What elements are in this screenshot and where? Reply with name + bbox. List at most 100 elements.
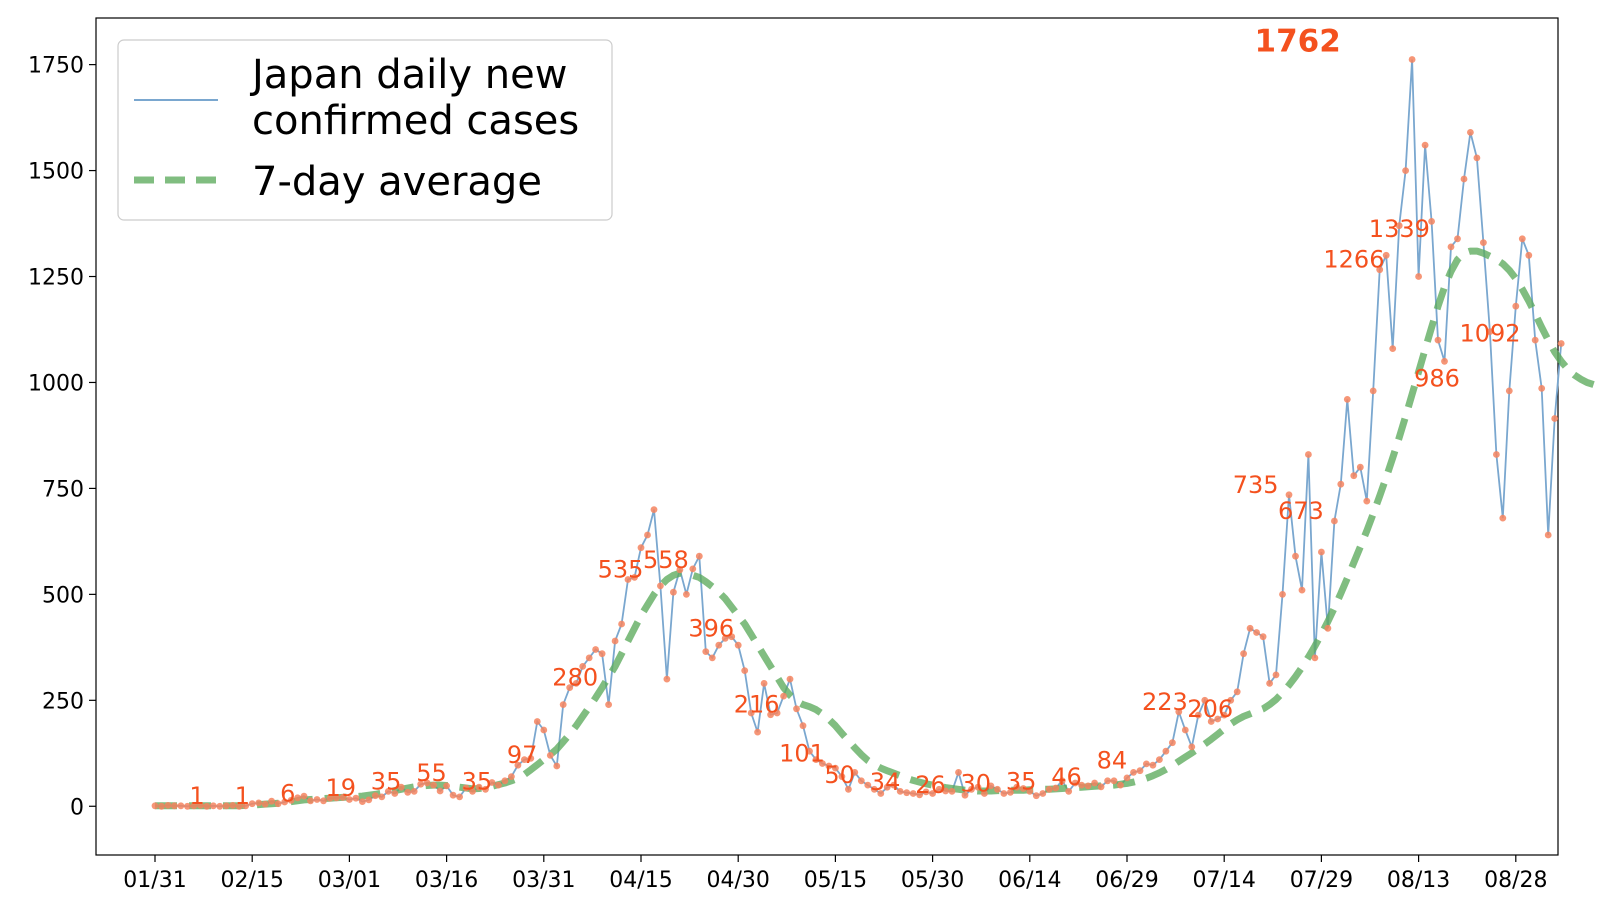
data-point [1201, 696, 1209, 704]
data-point [1389, 345, 1397, 352]
data-point [391, 790, 399, 797]
data-point [890, 781, 898, 789]
data-point [1531, 336, 1539, 344]
data-point [935, 785, 943, 793]
data-point [909, 790, 917, 797]
data-point [1331, 517, 1338, 525]
data-point [1538, 385, 1546, 392]
data-point [255, 799, 263, 807]
data-point [436, 787, 444, 795]
data-point [268, 797, 275, 805]
data-point [410, 788, 418, 795]
data-point [1473, 154, 1481, 162]
data-point [443, 782, 450, 790]
data-point [1039, 790, 1047, 797]
y-axis-ticks: 0 250 500 750 1000 1250 1500 1750 [28, 54, 96, 820]
data-point [1136, 767, 1144, 775]
data-point [942, 787, 949, 795]
y-tick-label: 1750 [28, 54, 84, 79]
data-point [456, 793, 463, 801]
data-point [1084, 782, 1092, 790]
data-point [248, 800, 256, 808]
data-point [1110, 777, 1118, 785]
data-point [1194, 711, 1202, 719]
data-point [197, 802, 204, 809]
data-label: 673 [1278, 497, 1324, 525]
data-point [1363, 497, 1371, 505]
y-tick-label: 500 [42, 583, 84, 608]
data-point [1505, 387, 1513, 395]
data-point [929, 790, 936, 797]
data-point [793, 705, 800, 713]
data-point [339, 794, 347, 801]
data-point [760, 680, 768, 687]
data-point [546, 752, 554, 759]
data-point [475, 783, 483, 791]
data-point [721, 635, 729, 642]
data-point [883, 783, 891, 791]
data-point [1246, 624, 1254, 632]
x-tick-label: 08/28 [1484, 868, 1547, 893]
legend: Japan daily new confirmed cases 7-day av… [117, 39, 613, 221]
data-point [961, 791, 969, 799]
data-point [482, 785, 489, 793]
data-label: 735 [1233, 471, 1279, 499]
data-label: 84 [1097, 747, 1128, 775]
x-tick-label: 04/30 [706, 868, 769, 893]
data-label: 1 [189, 782, 204, 810]
data-point [417, 780, 425, 788]
data-point [209, 802, 217, 810]
data-point [1097, 783, 1105, 791]
x-axis-ticks: 01/31 02/15 03/01 03/16 03/31 04/15 04/30 05/15… [123, 855, 1548, 893]
data-point [495, 781, 502, 789]
x-tick-label: 03/31 [512, 868, 575, 893]
data-point [1259, 633, 1267, 641]
data-point [663, 675, 671, 683]
data-point [1156, 756, 1163, 763]
data-point [346, 796, 353, 803]
data-point [540, 726, 548, 734]
data-point [1227, 696, 1235, 704]
data-point [1065, 788, 1073, 795]
data-point [1305, 451, 1312, 458]
data-point [1525, 251, 1533, 259]
x-tick-label: 01/31 [123, 868, 186, 893]
data-point [1518, 235, 1526, 243]
y-tick-label: 1000 [28, 371, 84, 396]
data-point [786, 675, 794, 683]
data-point [527, 755, 535, 762]
data-label: 1266 [1323, 246, 1384, 274]
data-point [222, 802, 230, 810]
data-point [1279, 591, 1286, 598]
data-point [164, 802, 172, 809]
data-point [501, 777, 509, 785]
data-point [1207, 718, 1215, 725]
data-point [741, 667, 749, 674]
data-point [352, 794, 360, 802]
data-point [1356, 463, 1364, 471]
data-point [151, 802, 159, 810]
data-label: 6 [280, 780, 295, 808]
data-point [1091, 779, 1098, 787]
data-point [702, 648, 710, 655]
data-point [320, 797, 327, 805]
data-point [462, 784, 470, 792]
data-label: 30 [961, 770, 992, 798]
data-point [1013, 783, 1021, 791]
data-point [624, 576, 632, 583]
data-point [287, 796, 295, 804]
data-point [1441, 357, 1448, 365]
data-point [1324, 624, 1332, 632]
data-point [1026, 788, 1034, 795]
plot-frame [95, 17, 1559, 856]
data-point [1292, 552, 1299, 560]
data-point [423, 779, 431, 787]
data-point [313, 796, 321, 803]
data-point [605, 701, 612, 708]
data-point [819, 760, 826, 767]
data-point [987, 782, 995, 790]
data-label: 396 [688, 614, 734, 642]
data-point [1298, 586, 1306, 594]
data-point [1337, 480, 1345, 488]
